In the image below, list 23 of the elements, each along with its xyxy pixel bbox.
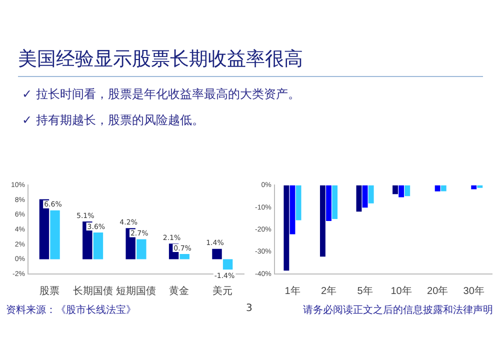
x-tick-label: 股票: [40, 286, 60, 297]
x-tick-label: 美元: [212, 284, 232, 297]
text: ✓ 拉长时间看，股票是年化收益率最高的大类资产。: [22, 86, 300, 103]
x-tick-label: 30年: [463, 284, 484, 297]
bar: [136, 239, 146, 260]
bar: [50, 210, 60, 260]
x-tick-label: 5年: [357, 284, 373, 297]
x-tick-label: 黄金: [169, 284, 190, 297]
chart-title: 美国经验显示股票长期收益率很高: [18, 47, 303, 72]
x-tick-label: 10年: [390, 284, 412, 297]
bar: [180, 254, 190, 260]
bar: [222, 259, 233, 270]
x-tick-label: 1年: [284, 284, 300, 297]
x-tick-label: 2年: [320, 284, 337, 297]
text: 请务必阅读正文之后的信息披露和法律声明: [303, 304, 493, 317]
bar: [212, 248, 222, 260]
x-tick-label: 长期国债: [72, 284, 113, 297]
bar: [93, 232, 104, 260]
text: 3: [246, 303, 252, 314]
x-tick-label: 20年: [427, 284, 448, 297]
text: 资料来源：《股市长线法宝》: [6, 304, 136, 317]
x-tick-label: 短期国债: [116, 284, 156, 297]
text: ✓ 持有期越长，股票的风险越低。: [22, 112, 204, 129]
